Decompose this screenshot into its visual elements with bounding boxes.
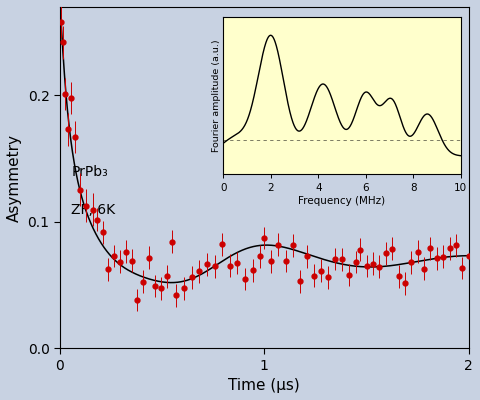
X-axis label: Time (μs): Time (μs) [228, 378, 300, 393]
Text: PrPb₃: PrPb₃ [71, 165, 108, 179]
Y-axis label: Asymmetry: Asymmetry [7, 134, 22, 222]
Text: ZF, 6K: ZF, 6K [71, 203, 115, 217]
